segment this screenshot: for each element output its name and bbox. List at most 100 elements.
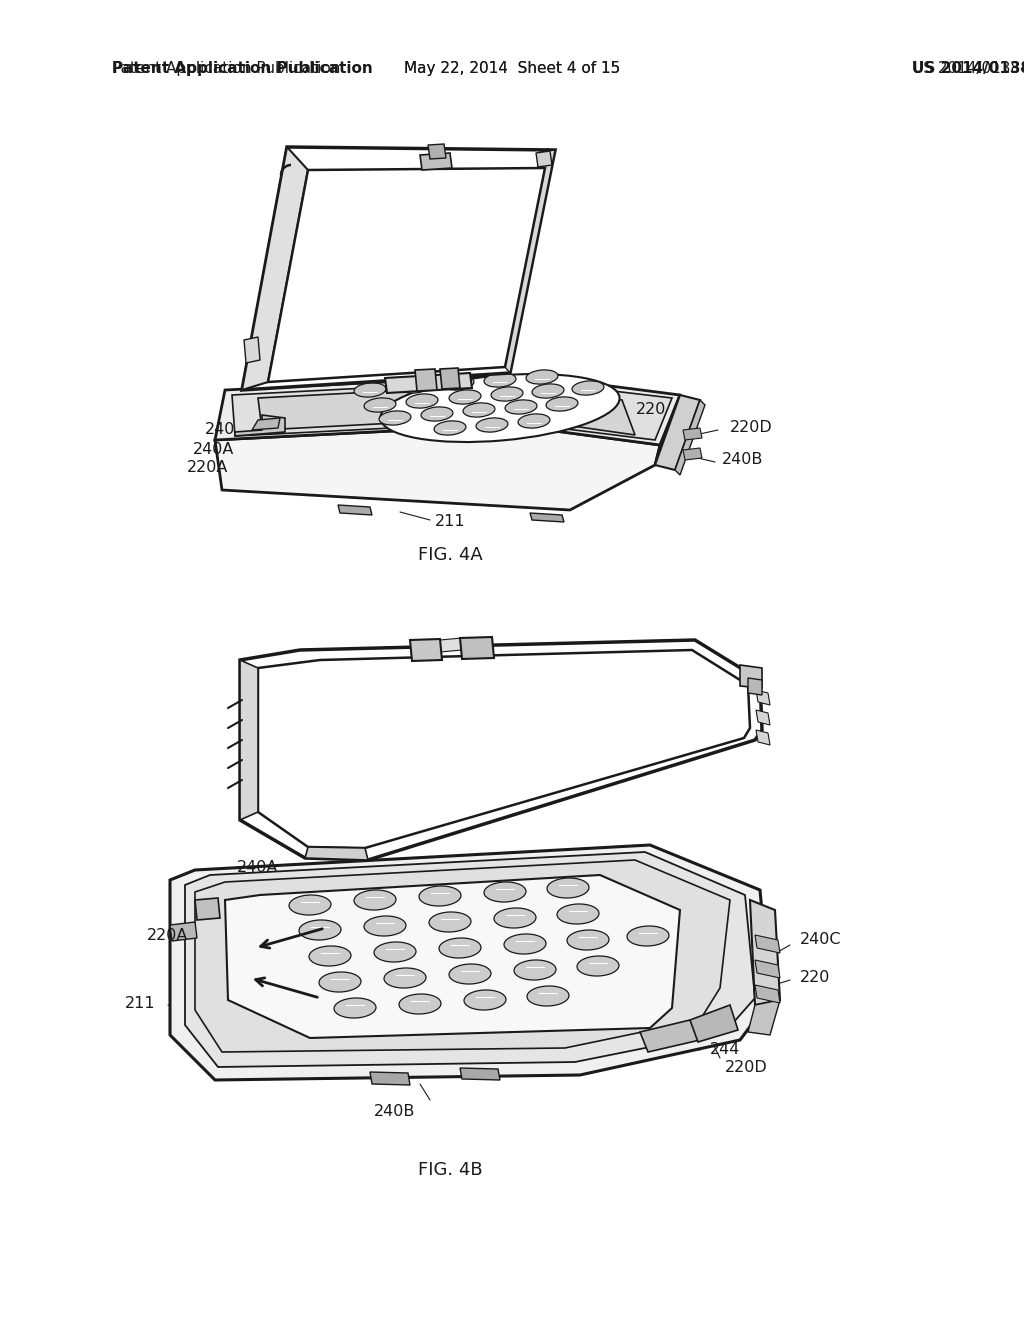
Ellipse shape: [449, 964, 490, 983]
Polygon shape: [640, 1020, 700, 1052]
Ellipse shape: [299, 920, 341, 940]
Polygon shape: [215, 425, 660, 510]
Text: 220: 220: [800, 970, 830, 986]
Text: 240C: 240C: [800, 932, 842, 948]
Polygon shape: [338, 506, 372, 515]
Text: 211: 211: [124, 995, 155, 1011]
Ellipse shape: [309, 946, 351, 966]
Text: 220A: 220A: [146, 928, 188, 942]
Text: Patent Application Publication: Patent Application Publication: [112, 61, 340, 75]
Ellipse shape: [518, 414, 550, 428]
Ellipse shape: [384, 968, 426, 989]
Text: 220D: 220D: [730, 420, 773, 434]
Ellipse shape: [429, 912, 471, 932]
Ellipse shape: [527, 986, 569, 1006]
Polygon shape: [683, 428, 702, 440]
Ellipse shape: [514, 960, 556, 979]
Ellipse shape: [476, 418, 508, 432]
Polygon shape: [536, 150, 552, 168]
Ellipse shape: [374, 942, 416, 962]
Polygon shape: [460, 638, 494, 659]
Polygon shape: [252, 418, 280, 430]
Ellipse shape: [364, 916, 406, 936]
Ellipse shape: [434, 421, 466, 436]
Polygon shape: [756, 730, 770, 744]
Text: Patent Application Publication: Patent Application Publication: [112, 61, 373, 75]
Polygon shape: [258, 385, 635, 436]
Polygon shape: [215, 375, 680, 445]
Polygon shape: [748, 1001, 780, 1035]
Polygon shape: [428, 144, 446, 158]
Polygon shape: [690, 1005, 738, 1041]
Ellipse shape: [577, 956, 618, 975]
Ellipse shape: [381, 374, 620, 442]
Polygon shape: [748, 678, 762, 696]
Polygon shape: [420, 153, 452, 170]
Ellipse shape: [504, 935, 546, 954]
Text: US 2014/0138430 A1: US 2014/0138430 A1: [912, 61, 1024, 75]
Polygon shape: [755, 985, 780, 1003]
Polygon shape: [440, 368, 460, 389]
Polygon shape: [242, 147, 308, 389]
Ellipse shape: [419, 886, 461, 906]
Ellipse shape: [289, 895, 331, 915]
Ellipse shape: [407, 393, 438, 408]
Polygon shape: [244, 337, 260, 363]
Ellipse shape: [334, 998, 376, 1018]
Polygon shape: [675, 400, 705, 475]
Ellipse shape: [450, 389, 481, 404]
Polygon shape: [195, 898, 220, 920]
Polygon shape: [385, 374, 472, 393]
Ellipse shape: [532, 384, 564, 399]
Polygon shape: [258, 649, 750, 847]
Text: May 22, 2014  Sheet 4 of 15: May 22, 2014 Sheet 4 of 15: [403, 61, 621, 75]
Polygon shape: [530, 513, 564, 521]
Polygon shape: [655, 395, 680, 465]
Ellipse shape: [354, 890, 396, 909]
Polygon shape: [234, 414, 285, 436]
Polygon shape: [170, 921, 197, 941]
Text: 240B: 240B: [722, 453, 763, 467]
Text: 244: 244: [710, 1043, 740, 1057]
Ellipse shape: [567, 931, 609, 950]
Polygon shape: [740, 665, 762, 688]
Text: 240A: 240A: [193, 442, 234, 458]
Ellipse shape: [484, 372, 516, 387]
Text: FIG. 4B: FIG. 4B: [418, 1162, 482, 1179]
Polygon shape: [460, 1068, 500, 1080]
Ellipse shape: [627, 925, 669, 946]
Text: FIG. 4A: FIG. 4A: [418, 546, 482, 564]
Text: 240B: 240B: [375, 1105, 416, 1119]
Ellipse shape: [492, 387, 523, 401]
Ellipse shape: [379, 411, 411, 425]
Polygon shape: [750, 900, 780, 1005]
Ellipse shape: [484, 882, 526, 902]
Polygon shape: [755, 960, 780, 978]
Polygon shape: [755, 935, 780, 953]
Text: 220A: 220A: [186, 461, 228, 475]
Polygon shape: [305, 847, 368, 861]
Ellipse shape: [439, 939, 481, 958]
Ellipse shape: [319, 972, 361, 993]
Ellipse shape: [354, 383, 386, 397]
Ellipse shape: [399, 994, 441, 1014]
Polygon shape: [415, 370, 437, 391]
Ellipse shape: [365, 397, 396, 412]
Polygon shape: [170, 845, 770, 1080]
Polygon shape: [410, 639, 442, 661]
Polygon shape: [240, 640, 762, 861]
Polygon shape: [756, 690, 770, 705]
Ellipse shape: [557, 904, 599, 924]
Ellipse shape: [442, 376, 474, 391]
Text: 211: 211: [434, 515, 465, 529]
Text: May 22, 2014  Sheet 4 of 15: May 22, 2014 Sheet 4 of 15: [403, 61, 621, 75]
Polygon shape: [242, 147, 555, 389]
Ellipse shape: [572, 381, 604, 395]
Text: 220D: 220D: [725, 1060, 768, 1076]
Ellipse shape: [421, 407, 453, 421]
Polygon shape: [370, 1072, 410, 1085]
Ellipse shape: [494, 908, 536, 928]
Text: 240: 240: [205, 422, 234, 437]
Polygon shape: [683, 447, 702, 459]
Polygon shape: [268, 168, 545, 381]
